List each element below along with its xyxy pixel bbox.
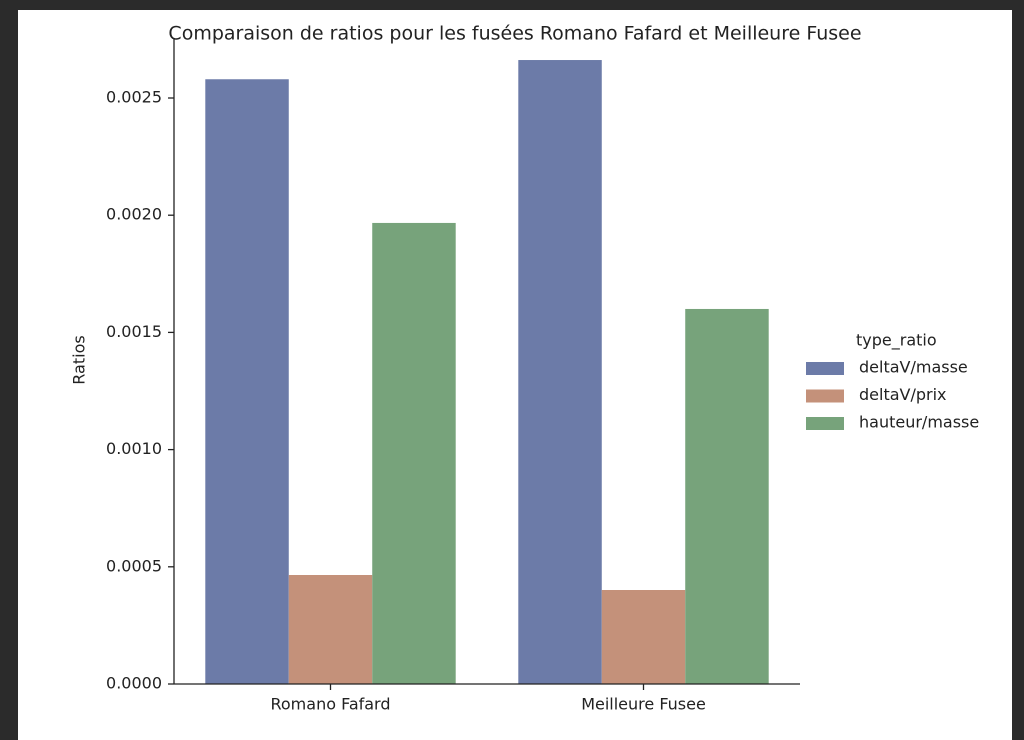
y-tick-label: 0.0020	[106, 205, 162, 224]
legend-swatch	[806, 389, 844, 403]
y-tick-label: 0.0025	[106, 88, 162, 107]
y-axis-label: Ratios	[70, 335, 89, 384]
bar	[601, 590, 686, 684]
bar	[205, 79, 289, 685]
legend-swatch	[806, 362, 844, 375]
figure-background	[18, 10, 1012, 740]
bar	[685, 308, 769, 684]
legend-title: type_ratio	[856, 331, 937, 351]
y-tick-label: 0.0000	[106, 674, 162, 693]
legend-label: deltaV/masse	[859, 358, 968, 377]
bar	[518, 60, 602, 684]
x-tick-label: Romano Fafard	[270, 695, 390, 714]
bar	[288, 575, 373, 684]
bar	[372, 222, 456, 685]
legend-label: deltaV/prix	[859, 385, 947, 404]
y-tick-label: 0.0010	[106, 439, 162, 458]
legend-swatch	[806, 417, 844, 430]
x-tick-label: Meilleure Fusee	[581, 695, 706, 714]
chart-title: Comparaison de ratios pour les fusées Ro…	[168, 23, 861, 45]
y-tick-label: 0.0005	[106, 556, 162, 575]
y-tick-label: 0.0015	[106, 322, 162, 341]
legend-label: hauteur/masse	[859, 413, 979, 432]
